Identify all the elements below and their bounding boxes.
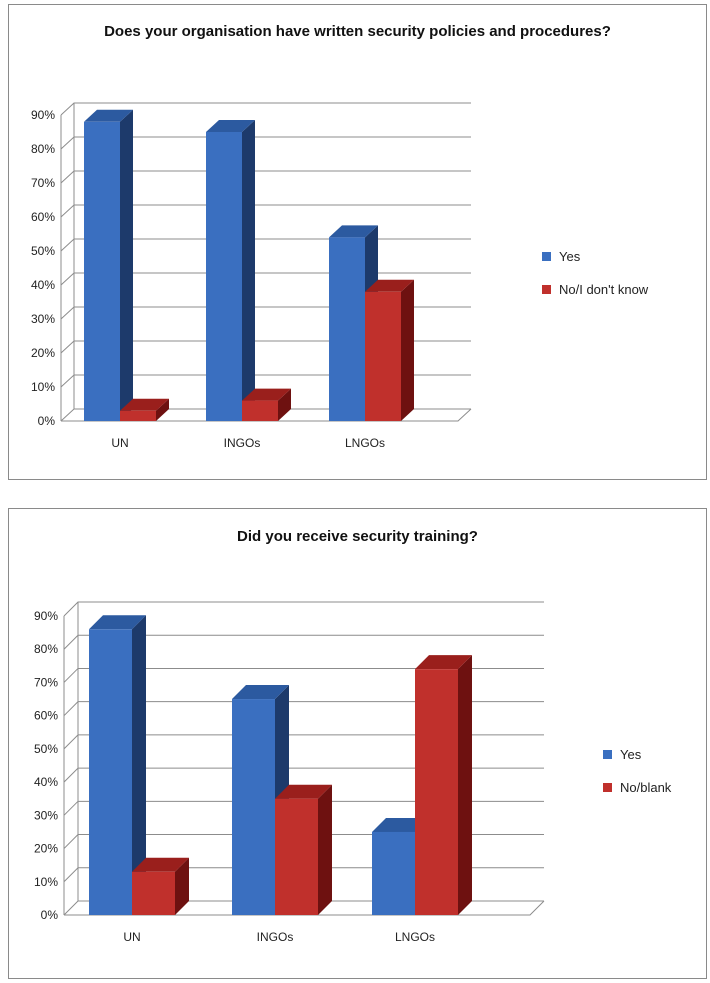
legend-label-no: No/I don't know [559,282,649,297]
y-tick-label: 40% [34,775,58,789]
legend-swatch-no [542,285,551,294]
y-tick-label: 0% [38,414,56,428]
bar-no-un [120,398,169,421]
y-tick-label: 30% [34,808,58,822]
legend: Yes No/I don't know [542,249,648,315]
bar-yes-un [89,615,146,915]
x-category-label: INGOs [224,436,261,450]
y-tick-label: 70% [31,176,55,190]
legend-item-yes: Yes [603,747,671,762]
x-category-label: INGOs [257,930,294,944]
legend-item-no: No/I don't know [542,282,648,297]
y-tick-label: 30% [31,312,55,326]
legend-label-no: No/blank [620,780,672,795]
bar-no-ingos [275,784,332,915]
bar-no-un [132,857,189,915]
y-tick-label: 80% [31,142,55,156]
legend-label-yes: Yes [559,249,581,264]
y-tick-label: 10% [31,380,55,394]
legend-item-no: No/blank [603,780,671,795]
legend: Yes No/blank [603,747,671,813]
chart-panel-policies: Does your organisation have written secu… [8,4,707,480]
gridline [63,601,544,617]
y-tick-label: 20% [34,842,58,856]
bar-yes-un [84,109,133,422]
y-tick-label: 60% [31,210,55,224]
x-category-label: LNGOs [345,436,385,450]
legend-swatch-yes [603,750,612,759]
bar-no-lngos [415,655,472,915]
y-tick-label: 90% [34,609,58,623]
chart-title: Does your organisation have written secu… [104,23,611,40]
y-tick-label: 50% [31,244,55,258]
legend-label-yes: Yes [620,747,642,762]
x-category-label: LNGOs [395,930,435,944]
bar-no-ingos [242,388,291,421]
y-tick-label: 0% [41,908,59,922]
y-tick-label: 20% [31,346,55,360]
floor-edge [61,408,472,422]
chart-panel-training: Did you receive security training? 0% 10%… [8,508,707,979]
y-tick-label: 60% [34,709,58,723]
x-category-label: UN [123,930,140,944]
bar-chart-training: 0% 10% 20% 30% 40% 50% 60% 70% 80% 90% UN INGOs LNGO… [34,601,545,944]
legend-item-yes: Yes [542,249,648,264]
y-tick-label: 50% [34,742,58,756]
bar-yes-ingos [206,120,255,421]
legend-swatch-yes [542,252,551,261]
legend-swatch-no [603,783,612,792]
y-tick-label: 10% [34,875,58,889]
bar-no-lngos [365,279,414,421]
y-tick-label: 40% [31,278,55,292]
floor-edge [64,900,545,916]
y-tick-label: 70% [34,675,58,689]
y-tick-label: 90% [31,108,55,122]
bar-chart-policies: 0% 10% 20% 30% 40% 50% 60% 70% 80% 90% UN INGOs LNGO… [31,102,472,450]
chart-title: Did you receive security training? [237,528,478,545]
y-tick-label: 80% [34,642,58,656]
x-category-label: UN [111,436,128,450]
